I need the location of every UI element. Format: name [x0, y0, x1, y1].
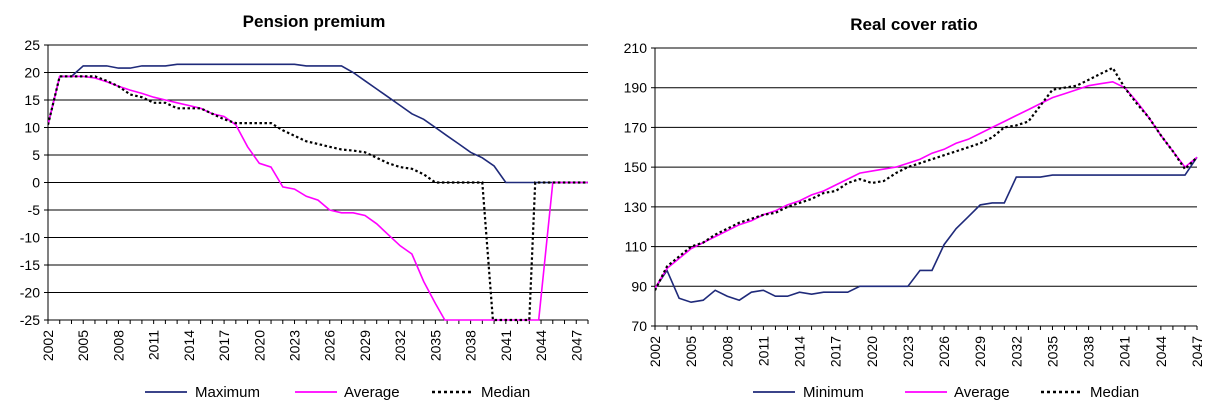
y-tick-label: 5: [32, 147, 40, 163]
x-tick-label: 2002: [647, 336, 663, 367]
x-tick-label: 2023: [287, 330, 303, 361]
y-tick-label: 0: [32, 175, 40, 191]
x-tick-label: 2017: [216, 330, 232, 361]
y-tick-label: 10: [24, 120, 40, 136]
legend-label-median: Median: [481, 384, 530, 401]
y-tick-label: 70: [631, 318, 647, 334]
x-tick-label: 2005: [683, 336, 699, 367]
x-tick-label: 2008: [719, 336, 735, 367]
x-tick-label: 2017: [828, 336, 844, 367]
x-tick-label: 2026: [936, 336, 952, 367]
chart-title: Pension premium: [243, 12, 386, 31]
y-tick-label: -25: [20, 312, 40, 328]
x-tick-label: 2023: [900, 336, 916, 367]
x-tick-label: 2002: [40, 330, 56, 361]
x-tick-label: 2011: [755, 336, 771, 366]
x-tick-label: 2020: [251, 330, 267, 361]
x-tick-label: 2029: [972, 336, 988, 367]
series-line-maximum: [48, 63, 588, 184]
x-tick-label: 2020: [864, 336, 880, 367]
y-tick-label: -15: [20, 257, 40, 273]
x-tick-label: 2011: [146, 330, 162, 360]
x-tick-label: 2041: [1117, 336, 1133, 367]
y-tick-label: -10: [20, 230, 40, 246]
series-line-median: [655, 66, 1198, 291]
x-tick-label: 2041: [498, 330, 514, 361]
y-tick-label: 25: [24, 37, 40, 53]
y-tick-label: -20: [20, 285, 40, 301]
x-tick-label: 2008: [110, 330, 126, 361]
x-tick-label: 2038: [463, 330, 479, 361]
legend-label-average: Average: [344, 384, 400, 401]
legend-label-average: Average: [954, 384, 1010, 401]
x-tick-label: 2044: [533, 330, 549, 361]
chart-2: Real cover ratio210190170150130110907020…: [624, 15, 1205, 401]
legend-label-maximum: Maximum: [195, 384, 260, 401]
x-tick-label: 2029: [357, 330, 373, 361]
series-line-average: [655, 80, 1198, 289]
chart-title: Real cover ratio: [850, 15, 978, 34]
legend-label-minimum: Minimum: [803, 384, 864, 401]
x-tick-label: 2026: [322, 330, 338, 361]
y-tick-label: 110: [625, 239, 648, 255]
series-line-median: [48, 75, 588, 322]
x-tick-label: 2005: [75, 330, 91, 361]
legend-label-median: Median: [1090, 384, 1139, 401]
y-tick-label: 170: [624, 119, 648, 135]
y-tick-label: 15: [24, 92, 40, 108]
y-tick-label: 150: [624, 159, 648, 175]
y-tick-label: -5: [28, 202, 41, 218]
x-tick-label: 2032: [392, 330, 408, 361]
x-tick-label: 2047: [568, 330, 584, 361]
y-tick-label: 210: [624, 40, 648, 56]
x-tick-label: 2047: [1189, 336, 1205, 367]
legend: Minimum Average Median: [753, 384, 1139, 401]
x-tick-label: 2035: [1044, 336, 1060, 367]
series-line-minimum: [655, 156, 1198, 304]
y-tick-label: 90: [631, 278, 647, 294]
x-tick-label: 2044: [1153, 336, 1169, 367]
x-tick-label: 2032: [1008, 336, 1024, 367]
x-tick-label: 2038: [1081, 336, 1097, 367]
series-line-average: [48, 75, 588, 321]
x-tick-label: 2014: [181, 330, 197, 361]
x-tick-label: 2035: [427, 330, 443, 361]
x-tick-label: 2014: [792, 336, 808, 367]
chart-1: Pension premium2520151050-5-10-15-20-252…: [20, 12, 589, 401]
y-tick-label: 20: [24, 65, 40, 81]
legend: Maximum Average Median: [145, 384, 530, 401]
y-tick-label: 130: [624, 199, 648, 215]
y-tick-label: 190: [624, 80, 648, 96]
